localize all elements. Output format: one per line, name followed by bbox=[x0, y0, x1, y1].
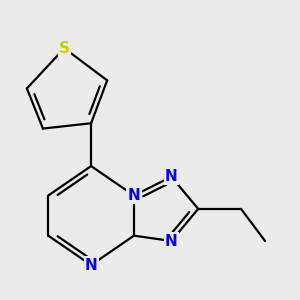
Text: N: N bbox=[85, 258, 98, 273]
Text: N: N bbox=[165, 169, 178, 184]
Text: N: N bbox=[128, 188, 140, 203]
Text: N: N bbox=[165, 233, 178, 248]
Text: S: S bbox=[59, 41, 70, 56]
